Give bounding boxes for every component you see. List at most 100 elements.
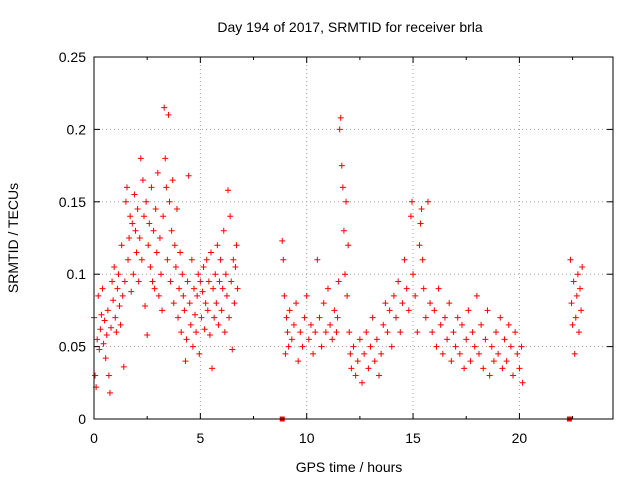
grid-lines [94,57,613,419]
data-point [458,321,465,328]
data-point [352,372,359,379]
data-point [111,263,118,270]
data-point [154,169,161,176]
data-point [339,184,346,191]
data-point [152,206,159,213]
data-point [123,184,130,191]
data-point [122,198,129,205]
data-point [444,336,451,343]
data-point [338,162,345,169]
y-axis-title: SRMTID / TECUs [5,183,21,293]
data-point [128,288,135,295]
data-point [100,340,107,347]
data-point [433,343,440,350]
data-point [144,332,151,339]
data-point [307,321,314,328]
data-point [412,292,419,299]
data-point [376,372,383,379]
data-point [230,256,237,263]
data-point [314,256,321,263]
data-point [418,206,425,213]
data-point [471,343,478,350]
data-point [97,326,104,333]
data-point [301,314,308,321]
data-point [320,300,327,307]
data-point [399,300,406,307]
data-point [341,271,348,278]
data-point [575,329,582,336]
data-point [171,242,178,249]
data-point [181,307,188,314]
data-point [408,198,415,205]
y-tick-label: 0.15 [59,194,86,210]
data-point [386,307,393,314]
data-point [233,242,240,249]
data-point [571,350,578,357]
data-point [369,314,376,321]
data-point [225,187,232,194]
data-point [568,300,575,307]
data-point [189,343,196,350]
data-point [284,329,291,336]
data-point [113,329,120,336]
data-point [187,321,194,328]
data-point [486,372,493,379]
data-point [407,213,414,220]
data-point [303,292,310,299]
data-point [419,256,426,263]
data-point [137,155,144,162]
data-point [331,307,338,314]
data-point [312,329,319,336]
data-point [106,389,113,396]
data-point [371,358,378,365]
data-point [136,235,143,241]
data-point [286,307,293,314]
data-point [101,317,108,324]
data-point [395,278,402,285]
data-point [146,220,153,227]
data-point [488,343,495,350]
data-point [290,321,297,328]
data-point [333,329,340,336]
data-point [461,365,468,372]
data-point [493,329,500,336]
data-point [305,336,312,343]
data-point [295,358,302,365]
data-point [168,227,175,234]
data-point [318,343,325,350]
data-point [221,329,228,336]
data-point [182,358,189,365]
data-point [405,307,412,314]
data-point [212,271,219,278]
data-point [116,303,123,310]
x-tick-label: 10 [299,430,315,446]
data-point [138,256,145,263]
data-point [422,314,429,321]
data-point [283,314,290,321]
data-point [234,285,241,292]
data-point [132,227,139,234]
data-point [229,346,236,353]
data-point [490,358,497,365]
data-point [384,329,391,336]
data-point [92,372,99,379]
data-point [322,329,329,336]
plot-frame [93,56,614,420]
data-point [361,350,368,357]
data-point [103,332,110,339]
y-tick-label: 0.1 [67,266,87,282]
data-point [329,336,336,343]
data-point [223,292,230,299]
x-tick-label: 15 [405,430,421,446]
data-point [435,285,442,292]
data-point [346,329,353,336]
data-point [134,206,141,213]
data-point [510,372,517,379]
data-point [145,242,152,249]
data-point [465,307,472,314]
data-point [574,271,581,278]
data-point [121,278,128,285]
data-point [512,329,519,336]
data-point [441,314,448,321]
